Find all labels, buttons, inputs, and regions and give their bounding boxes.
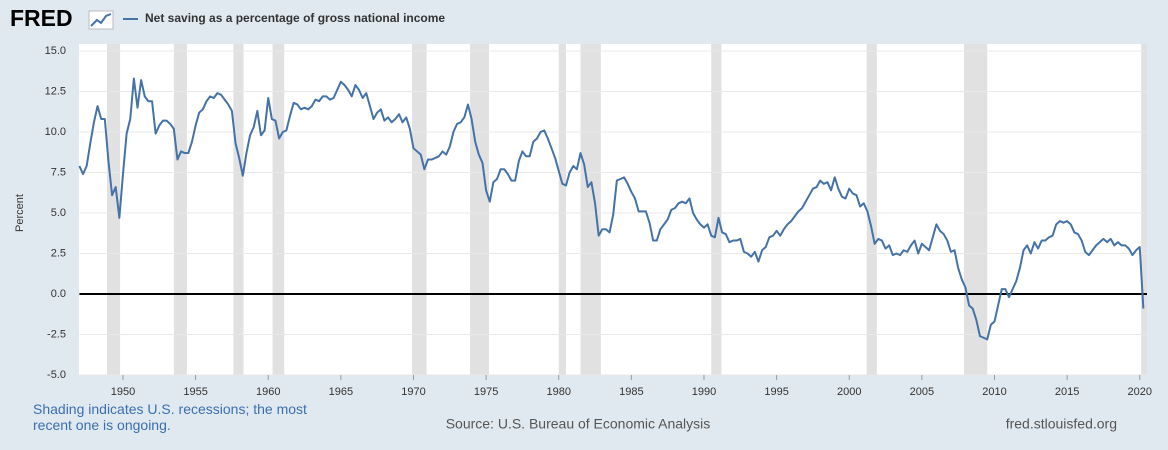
recession-shading: [1141, 44, 1147, 375]
y-tick-label: 10.0: [45, 126, 66, 138]
y-axis-label: Percent: [14, 194, 26, 232]
recession-shading: [173, 44, 187, 375]
logo: FRED: [10, 5, 73, 31]
y-tick-label: 0.0: [51, 288, 66, 300]
y-tick-label: -2.5: [47, 328, 66, 340]
x-tick-label: 2010: [982, 386, 1006, 398]
y-tick-label: 7.5: [51, 166, 66, 178]
x-tick-label: 2000: [837, 386, 861, 398]
recession-shading: [558, 44, 566, 375]
y-tick-label: 5.0: [51, 207, 66, 219]
recession-shading: [412, 44, 427, 375]
y-tick-label: 2.5: [51, 247, 66, 259]
logo-icon: [88, 10, 114, 30]
recession-shading: [233, 44, 244, 375]
x-tick-label: 1965: [329, 386, 353, 398]
x-tick-label: 1950: [111, 386, 135, 398]
recession-shading: [963, 44, 988, 375]
x-tick-label: 1960: [256, 386, 280, 398]
legend-label: Net saving as a percentage of gross nati…: [145, 11, 445, 25]
x-tick-label: 1955: [183, 386, 207, 398]
y-tick-label: -5.0: [47, 369, 66, 381]
x-tick-label: 2005: [910, 386, 934, 398]
series-line: [78, 77, 1145, 341]
x-tick-label: 2020: [1127, 386, 1151, 398]
site: fred.stlouisfed.org: [1006, 416, 1117, 432]
recession-shading: [711, 44, 722, 375]
y-tick-label: 15.0: [45, 45, 66, 57]
x-tick-label: 1970: [401, 386, 425, 398]
recession-shading: [470, 44, 490, 375]
x-tick-label: 1995: [764, 386, 788, 398]
x-tick-label: 1975: [474, 386, 498, 398]
recession-shading: [866, 44, 877, 375]
x-tick-label: 1985: [619, 386, 643, 398]
recession-shading: [580, 44, 601, 375]
recession-shading: [272, 44, 285, 375]
recession-shading: [106, 44, 121, 375]
note: Shading indicates U.S. recessions; the m…: [33, 401, 307, 433]
x-tick-label: 2015: [1055, 386, 1079, 398]
x-tick-label: 1990: [692, 386, 716, 398]
y-tick-label: 12.5: [45, 85, 66, 97]
x-tick-label: 1980: [546, 386, 570, 398]
source: Source: U.S. Bureau of Economic Analysis: [446, 416, 711, 432]
